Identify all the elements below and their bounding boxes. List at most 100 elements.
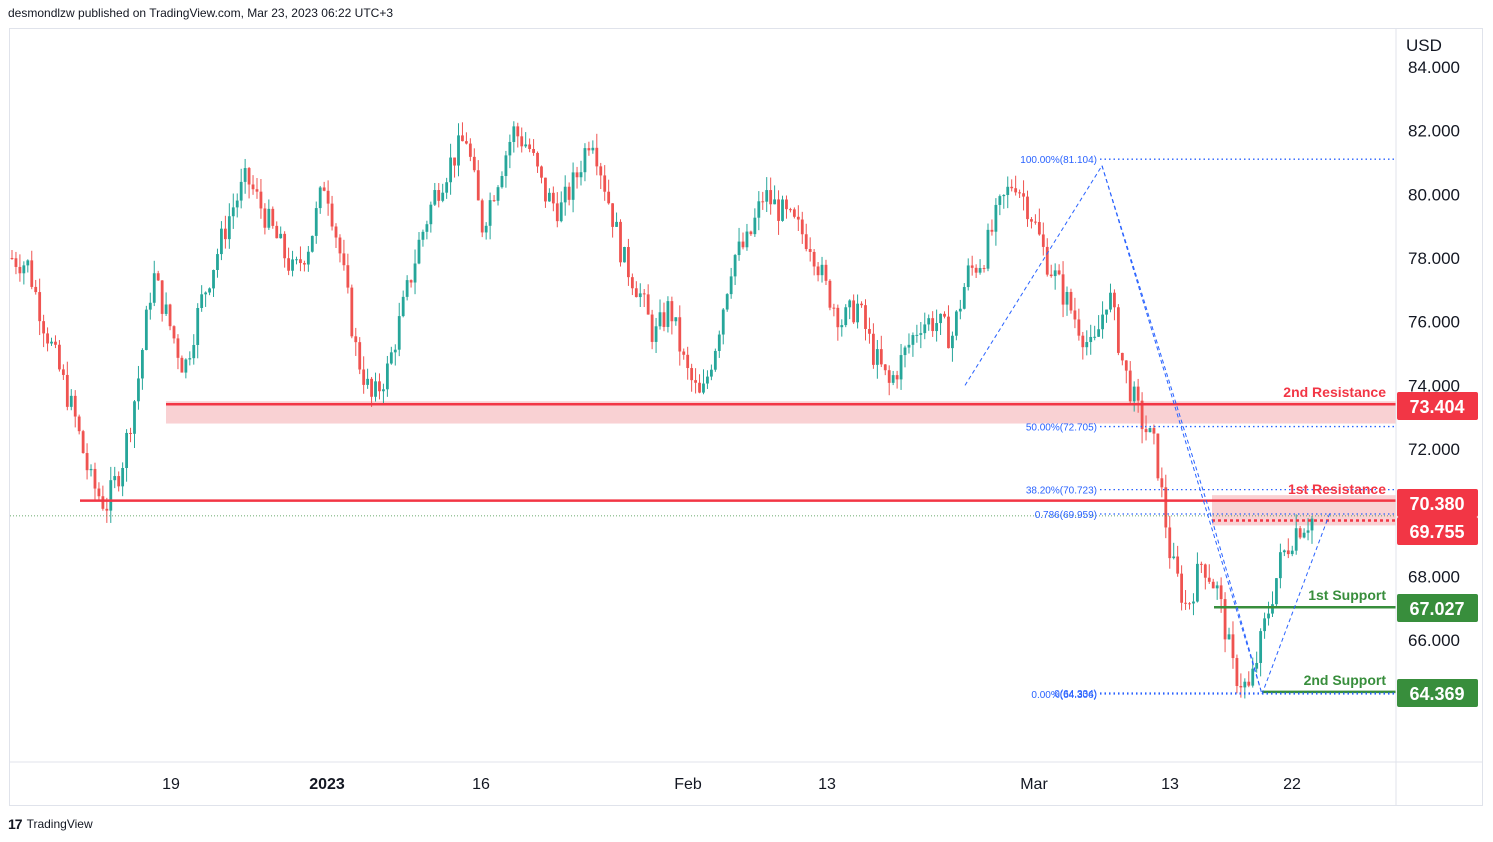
candle-body	[417, 239, 421, 264]
candle-body	[567, 186, 571, 200]
candle-body	[484, 225, 488, 233]
x-tick-label: 16	[472, 776, 490, 793]
candle-body	[461, 135, 464, 142]
candle-body	[769, 190, 773, 205]
candle-body	[611, 203, 615, 227]
candle-body	[583, 148, 587, 173]
candle-body	[275, 225, 279, 239]
candle-body	[919, 333, 923, 335]
candle-body	[1247, 681, 1251, 686]
candle-body	[200, 294, 204, 309]
candle-body	[729, 276, 733, 295]
candle-body	[109, 480, 113, 511]
candle-body	[1239, 685, 1243, 688]
candle-body	[1030, 219, 1033, 222]
candle-body	[472, 156, 476, 171]
candle-body	[749, 231, 753, 235]
candle-body	[196, 308, 200, 345]
candle-body	[334, 226, 338, 238]
candle-body	[579, 172, 583, 178]
candle-body	[271, 208, 275, 226]
candle-body	[954, 311, 958, 336]
candle-body	[911, 335, 915, 345]
candle-body	[465, 141, 468, 144]
candle-body	[761, 201, 765, 203]
candle-body	[73, 395, 77, 417]
candle-body	[89, 468, 93, 471]
candle-body	[947, 316, 950, 349]
candle-body	[129, 432, 132, 434]
candle-body	[544, 177, 547, 202]
price-badge	[1397, 392, 1478, 420]
candle-body	[421, 231, 425, 240]
candle-body	[623, 247, 626, 263]
candle-body	[429, 204, 433, 225]
candle-body	[1002, 195, 1006, 197]
candle-body	[844, 307, 848, 326]
candle-body	[1037, 222, 1041, 235]
candle-body	[433, 190, 437, 205]
candle-body	[646, 294, 650, 315]
candle-body	[251, 184, 255, 190]
candle-body	[1041, 234, 1045, 247]
candle-body	[891, 375, 895, 383]
candle-body	[42, 321, 46, 334]
candle-body	[820, 264, 824, 276]
candle-body	[555, 203, 559, 222]
candle-body	[1089, 336, 1093, 343]
price-badge-text: 67.027	[1409, 599, 1464, 619]
candle-body	[658, 312, 662, 327]
chart-frame	[9, 28, 1483, 806]
level-label: 2nd Resistance	[1283, 384, 1386, 400]
candle-body	[140, 349, 144, 379]
candle-body	[326, 190, 330, 204]
candle-body	[310, 235, 314, 252]
candle-body	[800, 219, 804, 235]
candle-body	[468, 143, 472, 157]
candle-body	[864, 305, 867, 329]
candle-body	[1278, 552, 1282, 579]
candle-body	[180, 357, 184, 373]
price-badge-text: 69.755	[1409, 522, 1464, 542]
candle-body	[678, 317, 682, 352]
candle-body	[239, 181, 243, 201]
candle-body	[267, 208, 271, 228]
candle-body	[808, 249, 812, 252]
candle-body	[1018, 192, 1021, 194]
candle-body	[840, 325, 844, 328]
candle-body	[366, 378, 370, 385]
candle-body	[1223, 599, 1227, 640]
price-badge-text: 73.404	[1409, 397, 1464, 417]
candle-body	[856, 303, 859, 323]
candle-body	[1105, 309, 1108, 315]
candle-body	[781, 199, 784, 221]
candle-body	[164, 304, 168, 314]
candle-body	[1116, 307, 1120, 353]
candle-body	[449, 157, 453, 183]
level-label: 1st Resistance	[1288, 481, 1386, 497]
candle-body	[160, 280, 164, 314]
candle-body	[1006, 186, 1010, 196]
candle-body	[832, 307, 836, 309]
candle-body	[227, 216, 231, 240]
candle-body	[113, 476, 117, 481]
y-tick-label: 76.000	[1408, 313, 1460, 332]
candle-body	[299, 259, 302, 264]
candle-body	[1180, 573, 1184, 603]
candle-body	[757, 201, 761, 218]
candle-body	[322, 187, 326, 191]
candle-body	[69, 395, 73, 407]
candle-body	[291, 259, 294, 271]
candle-body	[105, 508, 109, 511]
candle-body	[393, 349, 397, 353]
candle-body	[1132, 386, 1136, 402]
candle-body	[998, 196, 1002, 205]
candle-body	[745, 231, 749, 248]
candle-body	[1120, 352, 1124, 361]
candle-body	[50, 341, 53, 344]
candle-body	[690, 368, 694, 381]
x-tick-label: 13	[818, 776, 836, 793]
fib-label: 50.00%(72.705)	[1026, 423, 1097, 434]
candle-body	[508, 141, 512, 156]
